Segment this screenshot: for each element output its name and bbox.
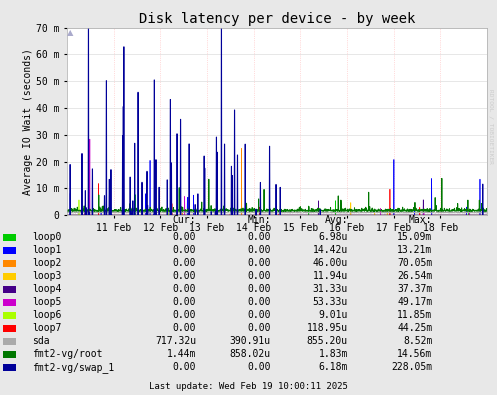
Text: sda: sda: [32, 336, 50, 346]
Text: ▲: ▲: [67, 28, 74, 37]
Text: loop1: loop1: [32, 245, 62, 255]
Text: 118.95u: 118.95u: [307, 323, 348, 333]
Text: 0.00: 0.00: [248, 362, 271, 372]
Text: 0.00: 0.00: [173, 323, 196, 333]
Text: loop3: loop3: [32, 271, 62, 281]
Text: 0.00: 0.00: [173, 232, 196, 242]
Text: fmt2-vg/swap_1: fmt2-vg/swap_1: [32, 362, 114, 373]
Text: 31.33u: 31.33u: [313, 284, 348, 294]
Text: 0.00: 0.00: [173, 271, 196, 281]
Text: 26.54m: 26.54m: [397, 271, 432, 281]
Text: 14.56m: 14.56m: [397, 349, 432, 359]
Text: Max:: Max:: [409, 215, 432, 225]
Text: 53.33u: 53.33u: [313, 297, 348, 307]
Text: loop0: loop0: [32, 232, 62, 242]
Text: loop7: loop7: [32, 323, 62, 333]
Text: 0.00: 0.00: [248, 245, 271, 255]
Text: RDTOOL / TOBIOETIKER: RDTOOL / TOBIOETIKER: [488, 89, 493, 164]
Text: 0.00: 0.00: [248, 258, 271, 268]
Text: 6.18m: 6.18m: [319, 362, 348, 372]
Text: 1.83m: 1.83m: [319, 349, 348, 359]
Text: Min:: Min:: [248, 215, 271, 225]
Text: 0.00: 0.00: [173, 245, 196, 255]
Text: 9.01u: 9.01u: [319, 310, 348, 320]
Text: 44.25m: 44.25m: [397, 323, 432, 333]
Text: loop5: loop5: [32, 297, 62, 307]
Text: 13.21m: 13.21m: [397, 245, 432, 255]
Text: 855.20u: 855.20u: [307, 336, 348, 346]
Text: 0.00: 0.00: [248, 232, 271, 242]
Text: 717.32u: 717.32u: [155, 336, 196, 346]
Text: 0.00: 0.00: [173, 297, 196, 307]
Text: 14.42u: 14.42u: [313, 245, 348, 255]
Text: Cur:: Cur:: [173, 215, 196, 225]
Text: 46.00u: 46.00u: [313, 258, 348, 268]
Text: 0.00: 0.00: [173, 284, 196, 294]
Text: 37.37m: 37.37m: [397, 284, 432, 294]
Text: 49.17m: 49.17m: [397, 297, 432, 307]
Text: loop4: loop4: [32, 284, 62, 294]
Text: 11.85m: 11.85m: [397, 310, 432, 320]
Text: 0.00: 0.00: [173, 362, 196, 372]
Text: 11.94u: 11.94u: [313, 271, 348, 281]
Text: loop6: loop6: [32, 310, 62, 320]
Text: 1.44m: 1.44m: [167, 349, 196, 359]
Text: 15.09m: 15.09m: [397, 232, 432, 242]
Text: 0.00: 0.00: [248, 271, 271, 281]
Title: Disk latency per device - by week: Disk latency per device - by week: [139, 13, 415, 26]
Text: 0.00: 0.00: [248, 310, 271, 320]
Text: loop2: loop2: [32, 258, 62, 268]
Text: 0.00: 0.00: [173, 310, 196, 320]
Text: 6.98u: 6.98u: [319, 232, 348, 242]
Text: Avg:: Avg:: [325, 215, 348, 225]
Text: 0.00: 0.00: [248, 284, 271, 294]
Y-axis label: Average IO Wait (seconds): Average IO Wait (seconds): [23, 48, 33, 195]
Text: 858.02u: 858.02u: [230, 349, 271, 359]
Text: 0.00: 0.00: [248, 297, 271, 307]
Text: 390.91u: 390.91u: [230, 336, 271, 346]
Text: 0.00: 0.00: [173, 258, 196, 268]
Text: fmt2-vg/root: fmt2-vg/root: [32, 349, 103, 359]
Text: 228.05m: 228.05m: [391, 362, 432, 372]
Text: 70.05m: 70.05m: [397, 258, 432, 268]
Text: 0.00: 0.00: [248, 323, 271, 333]
Text: Last update: Wed Feb 19 10:00:11 2025: Last update: Wed Feb 19 10:00:11 2025: [149, 382, 348, 391]
Text: 8.52m: 8.52m: [403, 336, 432, 346]
